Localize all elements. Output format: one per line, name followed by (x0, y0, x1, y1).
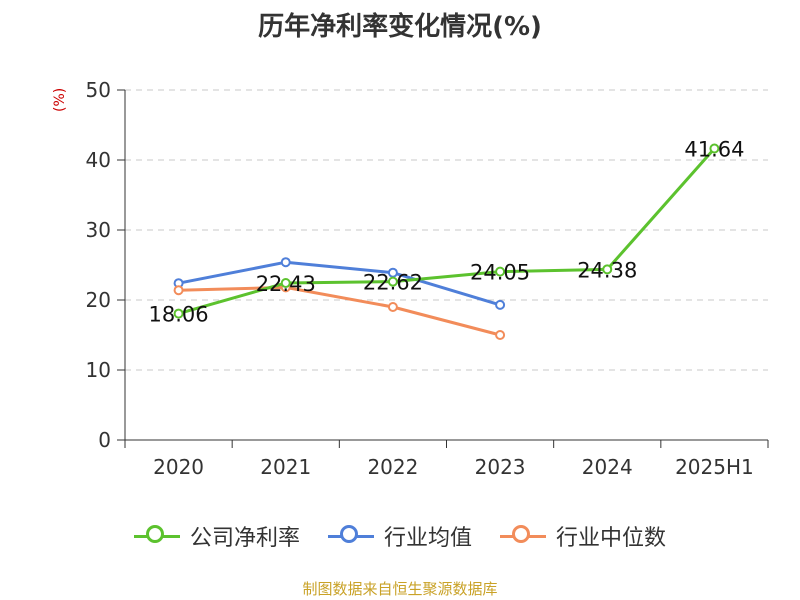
x-tick-label: 2024 (582, 455, 633, 479)
data-label: 24.05 (470, 261, 530, 285)
y-tick-label: 50 (86, 78, 111, 102)
series-line (178, 285, 501, 337)
data-label: 22.62 (363, 271, 423, 295)
data-point (280, 257, 291, 268)
data-label: 24.38 (577, 258, 637, 282)
legend-marker-industry-median (500, 524, 546, 548)
legend-item-company[interactable]: 公司净利率 (133, 520, 300, 552)
data-point (173, 308, 184, 319)
x-tick-label: 2023 (475, 455, 526, 479)
x-tick-label: 2021 (260, 455, 311, 479)
data-label: 41.64 (684, 138, 744, 162)
y-tick-label: 0 (98, 428, 111, 452)
legend-item-industry-median[interactable]: 行业中位数 (500, 520, 666, 552)
data-point (173, 285, 184, 296)
data-label: 18.06 (149, 303, 209, 327)
data-point (280, 277, 291, 288)
data-point (709, 143, 720, 154)
y-tick-label: 40 (86, 148, 111, 172)
data-source-note: 制图数据来自恒生聚源数据库 (302, 580, 498, 598)
chart-title: 历年净利率变化情况(%) (258, 12, 542, 42)
data-point (495, 330, 506, 340)
legend-marker-company (133, 524, 180, 548)
legend-item-industry-mean[interactable]: 行业均值 (327, 520, 472, 552)
x-tick-label: 2020 (153, 455, 204, 479)
data-point (387, 276, 398, 287)
legend-label-industry-median: 行业中位数 (556, 526, 667, 551)
y-tick-label: 10 (86, 358, 111, 382)
legend-marker-industry-mean (327, 524, 374, 548)
legend-label-company: 公司净利率 (189, 526, 300, 551)
x-tick-label: 2022 (367, 455, 418, 479)
data-point (602, 264, 613, 275)
data-point (495, 299, 506, 310)
legend-label-industry-mean: 行业均值 (383, 526, 472, 551)
series-line (178, 147, 716, 316)
x-tick-label: 2025H1 (675, 455, 754, 479)
data-point (387, 302, 398, 312)
legend: 公司净利率 行业均值 行业中位数 (0, 520, 800, 552)
series-line (178, 260, 501, 307)
data-point (495, 266, 506, 277)
y-tick-label: 30 (86, 218, 111, 242)
data-label: 22.43 (256, 272, 316, 296)
y-tick-label: 20 (86, 288, 111, 312)
